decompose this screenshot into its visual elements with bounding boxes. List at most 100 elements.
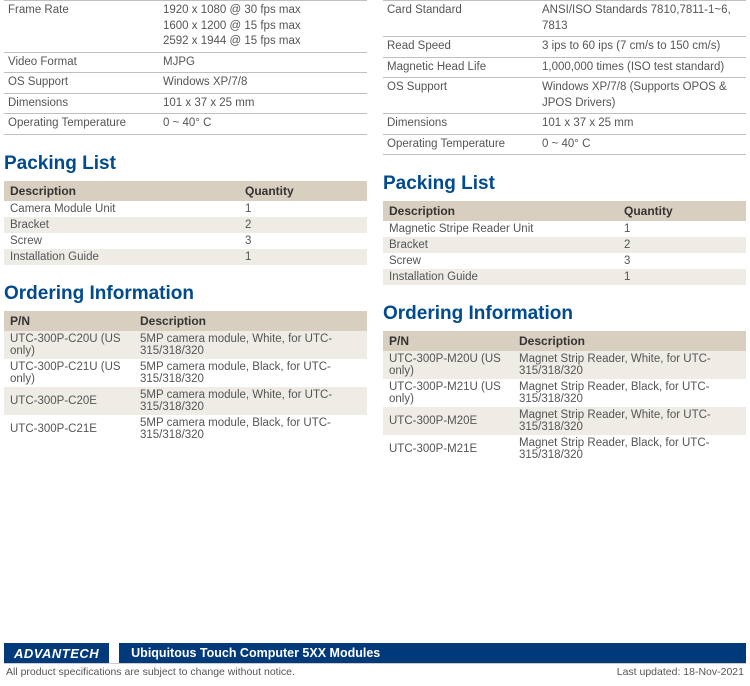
left-spec-table: Frame Rate1920 x 1080 @ 30 fps max 1600 …	[4, 0, 367, 135]
spec-label: OS Support	[4, 73, 159, 94]
spec-row: Magnetic Head Life1,000,000 times (ISO t…	[383, 57, 746, 78]
footer-updated: Last updated: 18-Nov-2021	[617, 666, 744, 678]
spec-value: MJPG	[159, 52, 367, 73]
packing-qty: 1	[239, 249, 367, 265]
packing-qty: 2	[239, 217, 367, 233]
ordering-pn: UTC-300P-C20E	[4, 387, 134, 415]
spec-label: OS Support	[383, 78, 538, 114]
packing-desc: Bracket	[383, 237, 618, 253]
right-packing-header-desc: Description	[383, 201, 618, 221]
ordering-desc: 5MP camera module, White, for UTC-315/31…	[134, 331, 367, 359]
ordering-pn: UTC-300P-C21E	[4, 415, 134, 443]
ordering-desc: 5MP camera module, White, for UTC-315/31…	[134, 387, 367, 415]
spec-label: Read Speed	[383, 37, 538, 58]
packing-desc: Installation Guide	[383, 269, 618, 285]
spec-label: Magnetic Head Life	[383, 57, 538, 78]
table-row: Screw3	[4, 233, 367, 249]
spec-row: Operating Temperature0 ~ 40° C	[383, 134, 746, 155]
table-row: UTC-300P-M21EMagnet Strip Reader, Black,…	[383, 435, 746, 463]
spec-value: 1,000,000 times (ISO test standard)	[538, 57, 746, 78]
table-row: UTC-300P-M20EMagnet Strip Reader, White,…	[383, 407, 746, 435]
left-ordering-body: UTC-300P-C20U (US only)5MP camera module…	[4, 331, 367, 443]
ordering-desc: Magnet Strip Reader, White, for UTC-315/…	[513, 407, 746, 435]
right-packing-body: Magnetic Stripe Reader Unit1Bracket2Scre…	[383, 221, 746, 285]
left-packing-header-qty: Quantity	[239, 181, 367, 201]
spec-value: 101 x 37 x 25 mm	[159, 93, 367, 114]
spec-row: Dimensions101 x 37 x 25 mm	[4, 93, 367, 114]
packing-qty: 2	[618, 237, 746, 253]
spec-label: Frame Rate	[4, 1, 159, 53]
packing-qty: 1	[618, 269, 746, 285]
spec-value: 101 x 37 x 25 mm	[538, 114, 746, 135]
right-ordering-body: UTC-300P-M20U (US only)Magnet Strip Read…	[383, 351, 746, 463]
footer-disclaimer: All product specifications are subject t…	[6, 666, 295, 678]
table-row: UTC-300P-C21U (US only)5MP camera module…	[4, 359, 367, 387]
right-column: Card StandardANSI/ISO Standards 7810,781…	[383, 0, 746, 463]
footer-logo: ADVANTECH	[4, 643, 109, 663]
spec-label: Dimensions	[4, 93, 159, 114]
spec-value: 3 ips to 60 ips (7 cm/s to 150 cm/s)	[538, 37, 746, 58]
right-packing-header-qty: Quantity	[618, 201, 746, 221]
table-row: Installation Guide1	[4, 249, 367, 265]
right-ordering-title: Ordering Information	[383, 303, 746, 325]
packing-desc: Bracket	[4, 217, 239, 233]
ordering-pn: UTC-300P-C21U (US only)	[4, 359, 134, 387]
spec-value: Windows XP/7/8 (Supports OPOS & JPOS Dri…	[538, 78, 746, 114]
packing-qty: 1	[239, 201, 367, 217]
table-row: Camera Module Unit1	[4, 201, 367, 217]
spec-value: ANSI/ISO Standards 7810,7811-1~6, 7813	[538, 1, 746, 37]
left-spec-body: Frame Rate1920 x 1080 @ 30 fps max 1600 …	[4, 1, 367, 135]
table-row: Installation Guide1	[383, 269, 746, 285]
spec-value: 0 ~ 40° C	[538, 134, 746, 155]
left-packing-header-desc: Description	[4, 181, 239, 201]
table-row: UTC-300P-C21E5MP camera module, Black, f…	[4, 415, 367, 443]
right-ordering-table: P/N Description UTC-300P-M20U (US only)M…	[383, 331, 746, 463]
spec-row: Card StandardANSI/ISO Standards 7810,781…	[383, 1, 746, 37]
spec-row: Read Speed3 ips to 60 ips (7 cm/s to 150…	[383, 37, 746, 58]
left-packing-body: Camera Module Unit1Bracket2Screw3Install…	[4, 201, 367, 265]
spec-value: 0 ~ 40° C	[159, 114, 367, 135]
spec-row: Dimensions101 x 37 x 25 mm	[383, 114, 746, 135]
spec-row: Operating Temperature0 ~ 40° C	[4, 114, 367, 135]
spec-value: Windows XP/7/8	[159, 73, 367, 94]
spec-row: OS SupportWindows XP/7/8	[4, 73, 367, 94]
ordering-pn: UTC-300P-M20U (US only)	[383, 351, 513, 379]
ordering-desc: 5MP camera module, Black, for UTC-315/31…	[134, 359, 367, 387]
left-ordering-header-desc: Description	[134, 311, 367, 331]
page: Frame Rate1920 x 1080 @ 30 fps max 1600 …	[0, 0, 750, 686]
left-ordering-header-pn: P/N	[4, 311, 134, 331]
ordering-pn: UTC-300P-M20E	[383, 407, 513, 435]
spec-label: Video Format	[4, 52, 159, 73]
ordering-desc: Magnet Strip Reader, White, for UTC-315/…	[513, 351, 746, 379]
packing-desc: Screw	[383, 253, 618, 269]
spec-row: OS SupportWindows XP/7/8 (Supports OPOS …	[383, 78, 746, 114]
left-ordering-title: Ordering Information	[4, 283, 367, 305]
left-ordering-table: P/N Description UTC-300P-C20U (US only)5…	[4, 311, 367, 443]
right-packing-title: Packing List	[383, 173, 746, 195]
footer-title: Ubiquitous Touch Computer 5XX Modules	[119, 643, 746, 663]
table-row: Bracket2	[383, 237, 746, 253]
packing-desc: Installation Guide	[4, 249, 239, 265]
packing-qty: 3	[618, 253, 746, 269]
ordering-pn: UTC-300P-M21U (US only)	[383, 379, 513, 407]
right-spec-table: Card StandardANSI/ISO Standards 7810,781…	[383, 0, 746, 155]
footer-sub: All product specifications are subject t…	[4, 663, 746, 686]
packing-qty: 3	[239, 233, 367, 249]
packing-desc: Magnetic Stripe Reader Unit	[383, 221, 618, 237]
packing-desc: Screw	[4, 233, 239, 249]
right-ordering-header-desc: Description	[513, 331, 746, 351]
right-packing-table: Description Quantity Magnetic Stripe Rea…	[383, 201, 746, 285]
spec-label: Dimensions	[383, 114, 538, 135]
spec-row: Video FormatMJPG	[4, 52, 367, 73]
table-row: Magnetic Stripe Reader Unit1	[383, 221, 746, 237]
ordering-pn: UTC-300P-C20U (US only)	[4, 331, 134, 359]
left-column: Frame Rate1920 x 1080 @ 30 fps max 1600 …	[4, 0, 367, 463]
spec-row: Frame Rate1920 x 1080 @ 30 fps max 1600 …	[4, 1, 367, 53]
packing-desc: Camera Module Unit	[4, 201, 239, 217]
two-column-layout: Frame Rate1920 x 1080 @ 30 fps max 1600 …	[4, 0, 746, 463]
spec-label: Operating Temperature	[4, 114, 159, 135]
table-row: UTC-300P-C20U (US only)5MP camera module…	[4, 331, 367, 359]
packing-qty: 1	[618, 221, 746, 237]
left-packing-title: Packing List	[4, 153, 367, 175]
ordering-pn: UTC-300P-M21E	[383, 435, 513, 463]
